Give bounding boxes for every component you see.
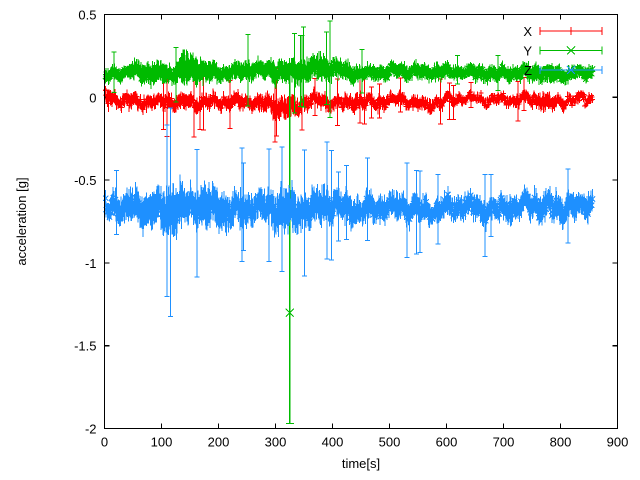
series-Y [102, 20, 596, 425]
data-point-marker [213, 66, 220, 73]
data-point-marker [445, 64, 452, 71]
data-series-layer [102, 20, 596, 425]
data-point-marker [479, 66, 486, 73]
data-point-marker [468, 63, 475, 70]
data-point-marker [476, 65, 483, 72]
series-X [103, 67, 596, 143]
data-point-marker [480, 68, 487, 75]
